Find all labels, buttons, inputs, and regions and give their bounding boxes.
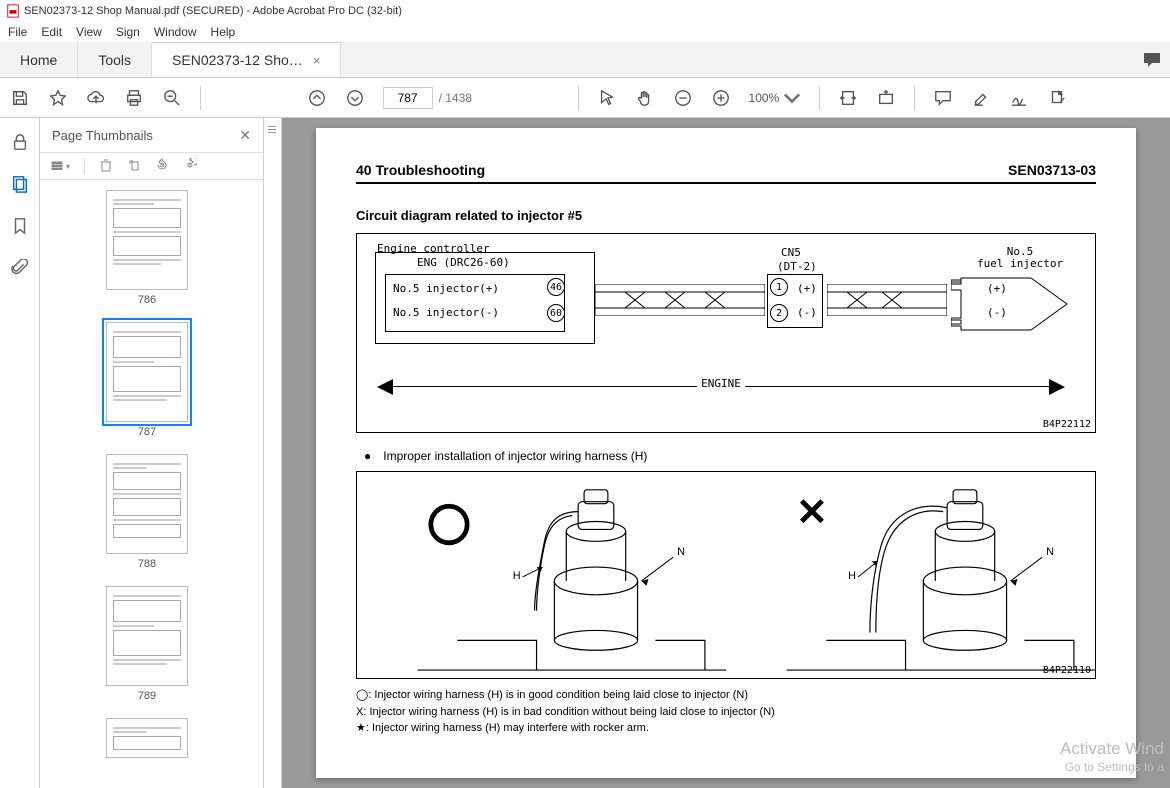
injector-shape: [951, 274, 1071, 334]
page-content: 40 Troubleshooting SEN03713-03 Circuit d…: [316, 128, 1136, 778]
tab-home[interactable]: Home: [0, 42, 78, 77]
menu-window[interactable]: Window: [154, 25, 197, 39]
toolbar: / 1438 100%: [0, 78, 1170, 118]
hand-icon[interactable]: [635, 88, 655, 108]
svg-text:H: H: [513, 570, 521, 582]
wire-left: [595, 284, 765, 316]
thumbnail-toolbar: ▾: [40, 152, 263, 180]
wire-right: [827, 284, 947, 316]
zoom-in-icon[interactable]: [711, 88, 731, 108]
injector-good: H N: [357, 472, 726, 678]
zoom-out-find-icon[interactable]: [162, 88, 182, 108]
menu-file[interactable]: File: [8, 25, 27, 39]
page-down-icon[interactable]: [345, 88, 365, 108]
lock-icon[interactable]: [10, 132, 30, 152]
thumb-787[interactable]: 787: [100, 322, 194, 438]
tab-row: Home Tools SEN02373-12 Sho… ×: [0, 42, 1170, 78]
menu-bar: File Edit View Sign Window Help: [0, 22, 1170, 42]
rotate-ccw-icon[interactable]: [155, 158, 169, 175]
page-input[interactable]: [383, 87, 433, 109]
engine-arrow: ENGINE: [377, 374, 1065, 400]
document-scroll[interactable]: 40 Troubleshooting SEN03713-03 Circuit d…: [282, 118, 1170, 788]
window-title: SEN02373-12 Shop Manual.pdf (SECURED) - …: [24, 5, 402, 17]
svg-text:H: H: [848, 570, 856, 582]
fit-page-icon[interactable]: [876, 88, 896, 108]
svg-text:N: N: [1046, 546, 1054, 558]
page-total: / 1438: [439, 91, 472, 105]
menu-sign[interactable]: Sign: [116, 25, 140, 39]
thumbnails-title: Page Thumbnails: [52, 128, 153, 143]
thumbnail-list[interactable]: 786 787 788 789: [40, 180, 263, 788]
menu-help[interactable]: Help: [211, 25, 236, 39]
section-title: 40 Troubleshooting: [356, 162, 485, 178]
tab-tools[interactable]: Tools: [78, 42, 152, 77]
bullet-item: ●Improper installation of injector wirin…: [364, 449, 1096, 463]
section-code: SEN03713-03: [1008, 162, 1096, 178]
pane-gutter[interactable]: [264, 118, 282, 788]
title-bar: SEN02373-12 Shop Manual.pdf (SECURED) - …: [0, 0, 1170, 22]
pdf-icon: [6, 4, 20, 18]
tab-document-label: SEN02373-12 Sho…: [172, 52, 303, 68]
circuit-diagram: Engine controller ENG (DRC26-60) No.5 in…: [356, 233, 1096, 433]
save-icon[interactable]: [10, 88, 30, 108]
windows-watermark: Activate Wind Go to Settings to a: [1060, 739, 1164, 774]
page-number: / 1438: [383, 87, 472, 109]
thumb-786[interactable]: 786: [100, 190, 194, 306]
thumb-788[interactable]: 788: [100, 454, 194, 570]
rotate-page-icon[interactable]: [127, 158, 141, 175]
installation-diagram: 〇: [356, 471, 1096, 679]
stamp-icon[interactable]: [1047, 88, 1067, 108]
svg-text:N: N: [677, 546, 685, 558]
thumb-789[interactable]: 789: [100, 586, 194, 702]
thumb-790[interactable]: [100, 718, 194, 758]
print-icon[interactable]: [124, 88, 144, 108]
highlight-icon[interactable]: [971, 88, 991, 108]
zoom-out-icon[interactable]: [673, 88, 693, 108]
pointer-icon[interactable]: [597, 88, 617, 108]
menu-edit[interactable]: Edit: [41, 25, 62, 39]
menu-view[interactable]: View: [76, 25, 102, 39]
sign-icon[interactable]: [1009, 88, 1029, 108]
tab-document[interactable]: SEN02373-12 Sho… ×: [152, 42, 341, 77]
comment-icon[interactable]: [933, 88, 953, 108]
diagram1-title: Circuit diagram related to injector #5: [356, 208, 1096, 223]
document-area: 40 Troubleshooting SEN03713-03 Circuit d…: [264, 118, 1170, 788]
left-rail: [0, 118, 40, 788]
thumb-options-icon[interactable]: ▾: [50, 159, 70, 173]
star-icon[interactable]: [48, 88, 68, 108]
fit-width-icon[interactable]: [838, 88, 858, 108]
thumbnail-pane: Page Thumbnails ✕ ▾ 786 787 788: [40, 118, 264, 788]
delete-icon[interactable]: [99, 158, 113, 175]
thumbnails-icon[interactable]: [10, 174, 30, 194]
main-area: Page Thumbnails ✕ ▾ 786 787 788: [0, 118, 1170, 788]
legend: ◯: Injector wiring harness (H) is in goo…: [356, 687, 1096, 737]
zoom-level[interactable]: 100%: [749, 89, 802, 107]
comment-bubble-icon[interactable]: [1134, 42, 1170, 77]
attachment-icon[interactable]: [10, 258, 30, 278]
injector-bad: H N: [726, 472, 1095, 678]
cloud-upload-icon[interactable]: [86, 88, 106, 108]
bookmark-icon[interactable]: [10, 216, 30, 236]
page-up-icon[interactable]: [307, 88, 327, 108]
tab-close-icon[interactable]: ×: [313, 53, 321, 68]
rotate-cw-icon[interactable]: [183, 158, 197, 175]
close-pane-icon[interactable]: ✕: [239, 127, 251, 144]
